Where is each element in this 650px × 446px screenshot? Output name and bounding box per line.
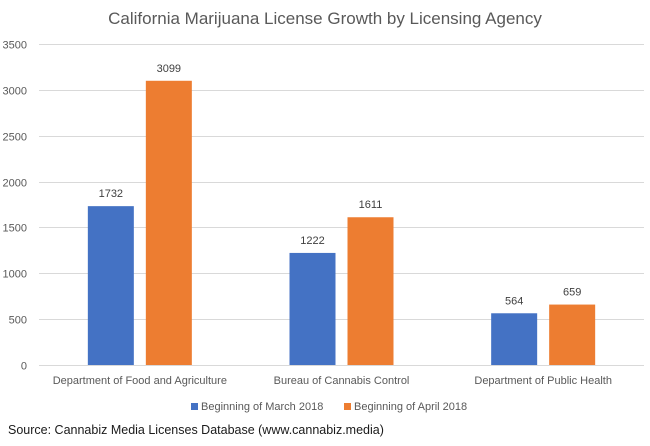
y-tick-label: 2500 bbox=[3, 132, 27, 144]
y-tick-label: 1000 bbox=[3, 269, 27, 281]
source-note: Source: Cannabiz Media Licenses Database… bbox=[8, 423, 384, 437]
gridlines bbox=[39, 44, 644, 366]
legend-swatch bbox=[344, 403, 351, 410]
bar-chart: California Marijuana License Growth by L… bbox=[3, 9, 644, 413]
bar-april bbox=[549, 304, 596, 365]
y-tick-label: 0 bbox=[21, 361, 27, 373]
x-category-label: Department of Food and Agriculture bbox=[53, 375, 227, 387]
bar-april bbox=[347, 217, 394, 365]
data-labels: 1732 3099 1222 1611 564 659 bbox=[99, 63, 582, 307]
data-label: 3099 bbox=[157, 63, 181, 75]
y-tick-label: 2000 bbox=[3, 178, 27, 190]
data-label: 1611 bbox=[359, 199, 383, 211]
legend-swatch bbox=[191, 403, 198, 410]
bar-march bbox=[491, 313, 538, 365]
x-category-label: Department of Public Health bbox=[474, 375, 612, 387]
legend-label: Beginning of April 2018 bbox=[354, 401, 467, 413]
legend: Beginning of March 2018 Beginning of Apri… bbox=[191, 401, 467, 413]
y-axis-ticks: 0 500 1000 1500 2000 2500 3000 3500 bbox=[3, 40, 27, 373]
chart-title: California Marijuana License Growth by L… bbox=[108, 9, 542, 28]
bar-march bbox=[289, 252, 336, 365]
bar-april bbox=[145, 80, 192, 365]
bars bbox=[87, 80, 596, 365]
y-tick-label: 500 bbox=[9, 315, 27, 327]
y-tick-label: 3000 bbox=[3, 86, 27, 98]
data-label: 1222 bbox=[300, 235, 324, 247]
bar-march bbox=[87, 206, 134, 365]
x-category-label: Bureau of Cannabis Control bbox=[274, 375, 410, 387]
data-label: 564 bbox=[505, 295, 523, 307]
y-tick-label: 1500 bbox=[3, 223, 27, 235]
data-label: 1732 bbox=[99, 188, 123, 200]
y-tick-label: 3500 bbox=[3, 40, 27, 52]
legend-label: Beginning of March 2018 bbox=[201, 401, 323, 413]
x-axis-categories: Department of Food and Agriculture Bureau… bbox=[53, 375, 612, 387]
data-label: 659 bbox=[563, 287, 581, 299]
